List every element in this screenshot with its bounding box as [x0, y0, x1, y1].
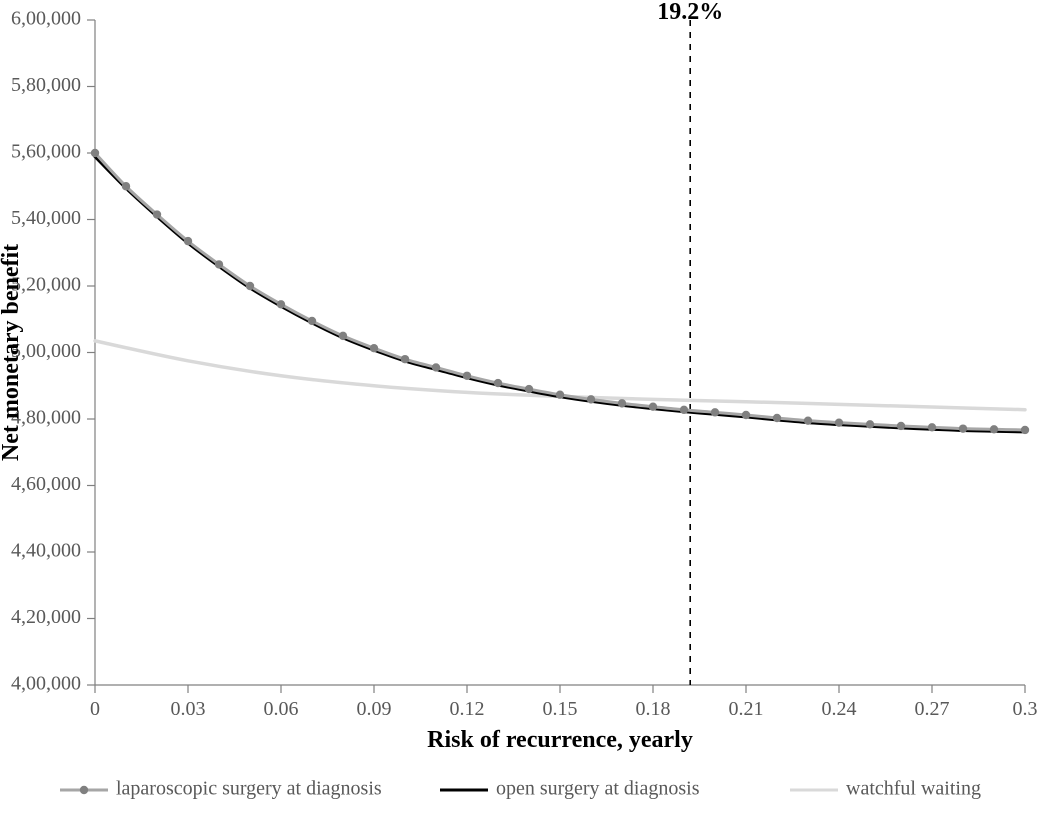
x-tick-label: 0.06: [264, 698, 299, 720]
y-tick-label: 4,20,000: [11, 606, 81, 628]
series-marker-laparoscopic: [525, 385, 533, 393]
x-tick-label: 0.12: [450, 698, 485, 720]
series-marker-laparoscopic: [308, 317, 316, 325]
series-marker-laparoscopic: [339, 332, 347, 340]
legend-swatch-marker: [80, 786, 88, 794]
series-marker-laparoscopic: [618, 399, 626, 407]
series-marker-laparoscopic: [742, 411, 750, 419]
series-marker-laparoscopic: [91, 149, 99, 157]
series-marker-laparoscopic: [587, 395, 595, 403]
series-marker-laparoscopic: [711, 408, 719, 416]
threshold-label: 19.2%: [657, 0, 723, 25]
series-marker-laparoscopic: [866, 420, 874, 428]
series-marker-laparoscopic: [277, 300, 285, 308]
y-tick-label: 4,60,000: [11, 473, 81, 495]
x-axis-label: Risk of recurrence, yearly: [427, 727, 693, 753]
series-marker-laparoscopic: [897, 422, 905, 430]
chart-background: [0, 0, 1050, 816]
series-marker-laparoscopic: [680, 406, 688, 414]
x-tick-label: 0.3: [1013, 698, 1038, 720]
x-tick-label: 0.18: [636, 698, 671, 720]
series-marker-laparoscopic: [649, 402, 657, 410]
series-marker-laparoscopic: [556, 391, 564, 399]
series-marker-laparoscopic: [1021, 426, 1029, 434]
series-marker-laparoscopic: [401, 355, 409, 363]
legend-label: open surgery at diagnosis: [496, 778, 700, 800]
net-monetary-benefit-chart: 4,00,0004,20,0004,40,0004,60,0004,80,000…: [0, 0, 1050, 816]
x-tick-label: 0.03: [171, 698, 206, 720]
y-tick-label: 5,60,000: [11, 141, 81, 163]
x-tick-label: 0.09: [357, 698, 392, 720]
series-marker-laparoscopic: [773, 414, 781, 422]
y-tick-label: 5,40,000: [11, 207, 81, 229]
y-tick-label: 6,00,000: [11, 8, 81, 30]
chart-container: 4,00,0004,20,0004,40,0004,60,0004,80,000…: [0, 0, 1050, 816]
x-tick-label: 0.27: [915, 698, 950, 720]
x-tick-label: 0.21: [729, 698, 764, 720]
series-marker-laparoscopic: [494, 379, 502, 387]
series-marker-laparoscopic: [835, 418, 843, 426]
series-marker-laparoscopic: [432, 363, 440, 371]
series-marker-laparoscopic: [928, 423, 936, 431]
x-tick-label: 0: [90, 698, 100, 720]
y-tick-label: 4,40,000: [11, 540, 81, 562]
series-marker-laparoscopic: [215, 260, 223, 268]
series-marker-laparoscopic: [153, 210, 161, 218]
series-marker-laparoscopic: [463, 372, 471, 380]
series-marker-laparoscopic: [370, 344, 378, 352]
legend-label: watchful waiting: [846, 778, 981, 800]
series-marker-laparoscopic: [184, 237, 192, 245]
series-marker-laparoscopic: [959, 424, 967, 432]
series-marker-laparoscopic: [990, 425, 998, 433]
x-tick-label: 0.15: [543, 698, 578, 720]
y-axis-label: Net monetary benefit: [0, 244, 24, 461]
series-marker-laparoscopic: [804, 416, 812, 424]
series-marker-laparoscopic: [122, 182, 130, 190]
legend-label: laparoscopic surgery at diagnosis: [116, 778, 382, 800]
x-tick-label: 0.24: [822, 698, 857, 720]
y-tick-label: 4,00,000: [11, 673, 81, 695]
y-tick-label: 5,80,000: [11, 74, 81, 96]
series-marker-laparoscopic: [246, 282, 254, 290]
